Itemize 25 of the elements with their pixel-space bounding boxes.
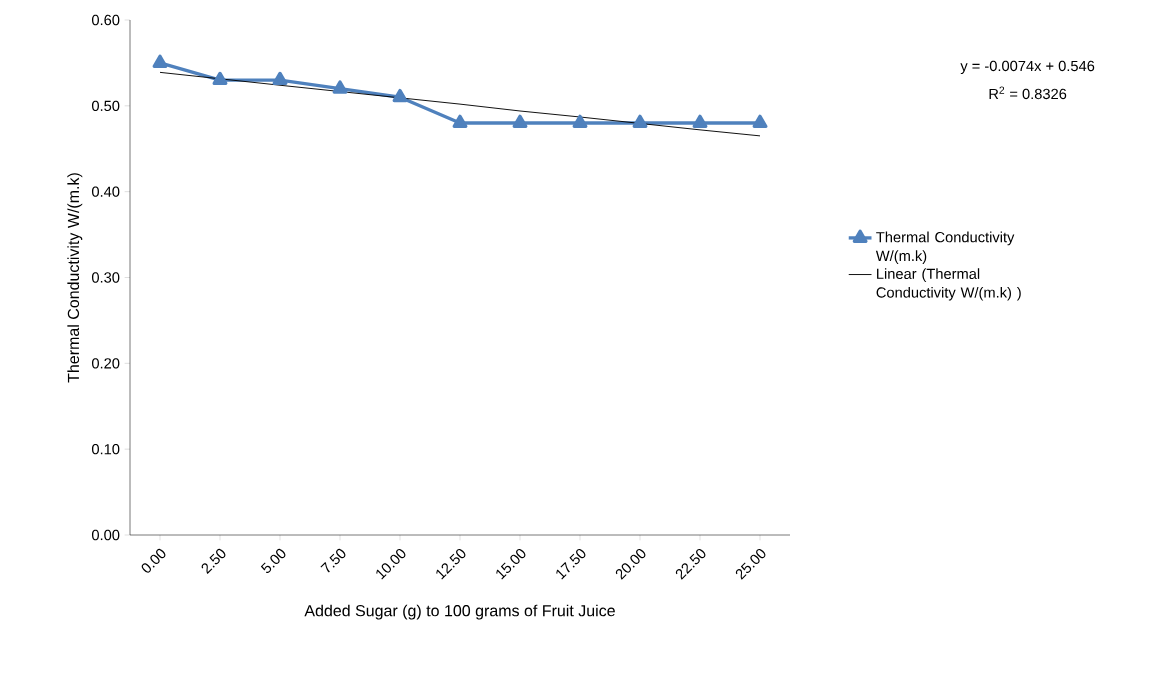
line-series [159, 71, 761, 137]
y-tick-label: 0.50 [91, 100, 120, 112]
point [272, 71, 288, 86]
point [692, 114, 708, 129]
legend-label: Thermal Conductivity W/(m.k) [875, 231, 1015, 264]
point [212, 71, 228, 86]
y-axis-title: Thermal Conductivity W/(m.k) [67, 173, 83, 383]
text: R$^{2}$ = 0.8326 [989, 86, 1067, 100]
point [332, 80, 348, 94]
x-axis-title: Added Sugar (g) to 100 grams of Fruit Juice [304, 604, 615, 620]
y-tick-label: 0.00 [91, 529, 120, 541]
text: y = -0.0074x + 0.546 [960, 60, 1095, 75]
y-tick-label: 0.60 [91, 14, 120, 26]
point [572, 114, 588, 129]
y-tick-label: 0.10 [91, 443, 120, 455]
point [452, 114, 468, 129]
y-tick-label: 0.40 [91, 186, 120, 197]
point [752, 114, 768, 129]
point [392, 88, 408, 103]
y-tick-label: 0.20 [91, 358, 120, 369]
legend-label: Linear (Thermal Conductivity W/(m.k) ) [876, 268, 1021, 301]
y-tick-label: 0.30 [91, 272, 120, 283]
point [512, 114, 528, 129]
point [632, 114, 648, 129]
point [152, 54, 168, 68]
